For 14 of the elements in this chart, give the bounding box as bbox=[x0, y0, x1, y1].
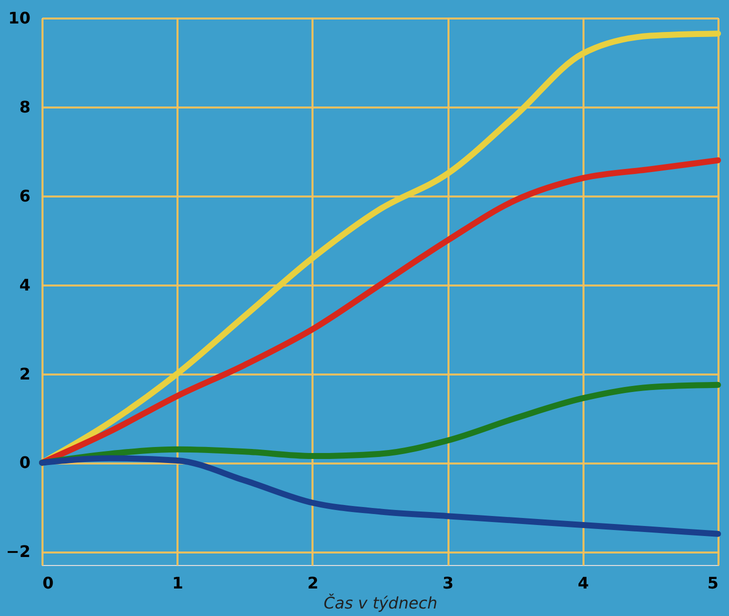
x-tick-label: 2 bbox=[307, 574, 318, 592]
y-tick-label: 2 bbox=[19, 364, 30, 384]
x-tick-label: 3 bbox=[442, 574, 454, 592]
y-tick-label: 8 bbox=[19, 97, 30, 116]
x-tick-label: 0 bbox=[42, 574, 54, 592]
x-tick-label: 5 bbox=[707, 574, 718, 592]
y-tick-label: 10 bbox=[8, 8, 30, 28]
x-tick-label: 4 bbox=[578, 574, 589, 592]
x-axis-title: Čas v týdnech bbox=[324, 594, 438, 612]
x-tick-label: 1 bbox=[172, 574, 184, 592]
y-tick-label: −2 bbox=[6, 542, 30, 562]
y-tick-label: 6 bbox=[19, 186, 30, 206]
y-tick-label: 0 bbox=[19, 453, 30, 472]
y-tick-label: 4 bbox=[19, 275, 30, 294]
